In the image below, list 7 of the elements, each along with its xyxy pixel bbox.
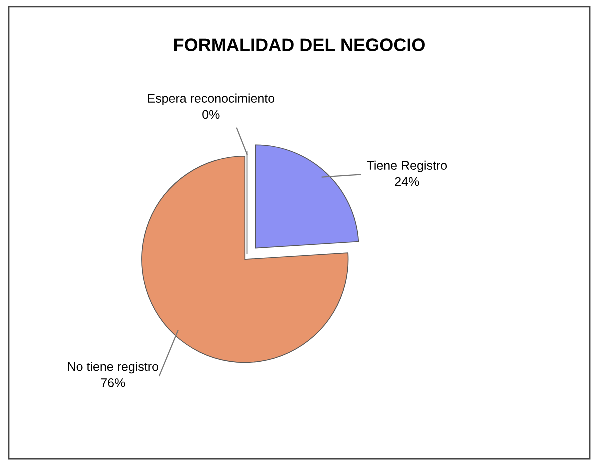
category-label: Espera reconocimiento [148, 94, 275, 106]
data-label: 76% [101, 378, 126, 388]
slice-label: Tiene Registro [367, 160, 448, 173]
chart-title: FORMALIDAD DEL NEGOCIO [174, 38, 425, 52]
data-label: 24% [395, 177, 420, 186]
slice-label: No tiene registro [68, 362, 158, 374]
text: 0% [202, 110, 220, 120]
